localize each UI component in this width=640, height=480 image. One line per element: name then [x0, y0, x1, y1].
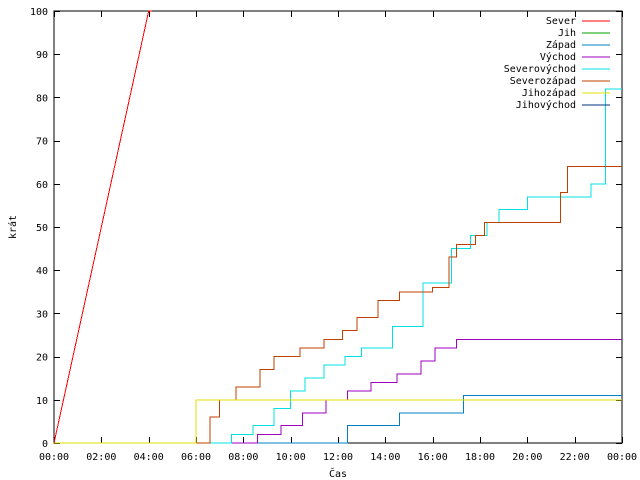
- x-tick-label: 06:00: [181, 452, 211, 463]
- series-line-východ: [54, 338, 622, 444]
- x-tick-label: 04:00: [134, 452, 164, 463]
- x-tick-label: 20:00: [512, 452, 542, 463]
- y-tick-label: 80: [36, 93, 48, 104]
- y-tick-label: 20: [36, 353, 48, 364]
- legend-label: Severovýchod: [504, 63, 576, 75]
- legend-label: Jih: [558, 28, 576, 39]
- x-tick-label: 16:00: [418, 452, 448, 463]
- y-tick-label: 10: [36, 396, 48, 407]
- y-tick-label: 100: [30, 7, 48, 18]
- y-tick-label: 30: [36, 309, 48, 320]
- legend: SeverJihZápadVýchodSeverovýchodSeverozáp…: [504, 16, 610, 111]
- y-axis-ticks: 0 10 20 30 40 50 60 70 80 90 100: [30, 7, 622, 450]
- legend-label: Východ: [540, 51, 576, 63]
- series-line-sever: [53, 10, 153, 444]
- series-line-západ: [54, 395, 622, 444]
- y-axis-label: krát: [7, 215, 19, 239]
- x-tick-label: 00:00: [39, 452, 69, 463]
- series-line-severovýchod: [54, 88, 622, 444]
- y-tick-label: 0: [42, 439, 48, 450]
- legend-label: Západ: [546, 39, 576, 51]
- y-tick-label: 90: [36, 50, 48, 61]
- legend-label: Severozápad: [510, 75, 576, 87]
- series-line-jihozápad: [54, 399, 622, 444]
- x-tick-label: 12:00: [323, 452, 353, 463]
- y-tick-label: 50: [36, 223, 48, 234]
- legend-label: Jihozápad: [522, 87, 576, 99]
- legend-label: Sever: [546, 16, 576, 27]
- x-tick-label: 14:00: [370, 452, 400, 463]
- series-line-severozápad: [54, 166, 622, 444]
- y-tick-label: 70: [36, 137, 48, 148]
- y-tick-label: 60: [36, 180, 48, 191]
- x-axis-label: Čas: [329, 467, 347, 480]
- legend-label: Jihovýchod: [516, 99, 576, 111]
- x-tick-label: 02:00: [86, 452, 116, 463]
- y-tick-label: 40: [36, 266, 48, 277]
- x-tick-label: 18:00: [465, 452, 495, 463]
- x-tick-label: 10:00: [276, 452, 306, 463]
- series-layer: [53, 10, 622, 444]
- x-tick-label: 00:00: [607, 452, 637, 463]
- x-tick-label: 08:00: [228, 452, 258, 463]
- x-tick-label: 22:00: [560, 452, 590, 463]
- x-axis-ticks: 00:00 02:00 04:00 06:00 08:00 10:00 12:00 14:00…: [39, 11, 637, 463]
